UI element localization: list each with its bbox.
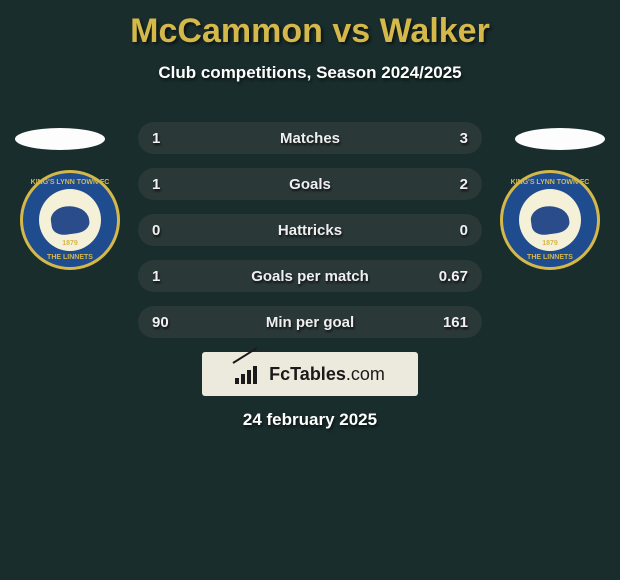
subtitle: Club competitions, Season 2024/2025 xyxy=(0,63,620,83)
badge-year: 1879 xyxy=(23,240,117,247)
badge-top-text: KING'S LYNN TOWN FC xyxy=(23,179,117,186)
stat-left-value: 90 xyxy=(152,314,169,331)
player-shadow-left xyxy=(15,128,105,150)
source-logo[interactable]: FcTables.com xyxy=(202,352,418,396)
stat-left-value: 1 xyxy=(152,130,160,147)
club-badge-right: KING'S LYNN TOWN FC 1879 THE LINNETS xyxy=(500,170,600,270)
stat-right-value: 3 xyxy=(460,130,468,147)
stat-right-value: 0.67 xyxy=(439,268,468,285)
stat-row: 0 Hattricks 0 xyxy=(138,214,482,246)
badge-year: 1879 xyxy=(503,240,597,247)
stat-row: 1 Goals 2 xyxy=(138,168,482,200)
bird-icon xyxy=(529,203,571,236)
logo-brand: FcTables xyxy=(269,364,346,384)
chart-icon xyxy=(235,364,263,384)
stat-label: Matches xyxy=(138,130,482,147)
stat-row: 1 Goals per match 0.67 xyxy=(138,260,482,292)
logo-text: FcTables.com xyxy=(269,364,385,385)
stat-label: Goals per match xyxy=(138,268,482,285)
stat-left-value: 1 xyxy=(152,268,160,285)
logo-suffix: .com xyxy=(346,364,385,384)
club-badge-left: KING'S LYNN TOWN FC 1879 THE LINNETS xyxy=(20,170,120,270)
badge-bottom-text: THE LINNETS xyxy=(23,254,117,261)
badge-bottom-text: THE LINNETS xyxy=(503,254,597,261)
stat-label: Min per goal xyxy=(138,314,482,331)
stat-right-value: 2 xyxy=(460,176,468,193)
page-title: McCammon vs Walker xyxy=(0,0,620,51)
stat-label: Goals xyxy=(138,176,482,193)
stat-left-value: 1 xyxy=(152,176,160,193)
badge-top-text: KING'S LYNN TOWN FC xyxy=(503,179,597,186)
stats-rows: 1 Matches 3 1 Goals 2 0 Hattricks 0 1 Go… xyxy=(138,122,482,352)
stat-label: Hattricks xyxy=(138,222,482,239)
stat-right-value: 0 xyxy=(460,222,468,239)
stat-row: 1 Matches 3 xyxy=(138,122,482,154)
stat-row: 90 Min per goal 161 xyxy=(138,306,482,338)
player-shadow-right xyxy=(515,128,605,150)
stat-left-value: 0 xyxy=(152,222,160,239)
stat-right-value: 161 xyxy=(443,314,468,331)
bird-icon xyxy=(49,203,91,236)
date-label: 24 february 2025 xyxy=(0,410,620,430)
